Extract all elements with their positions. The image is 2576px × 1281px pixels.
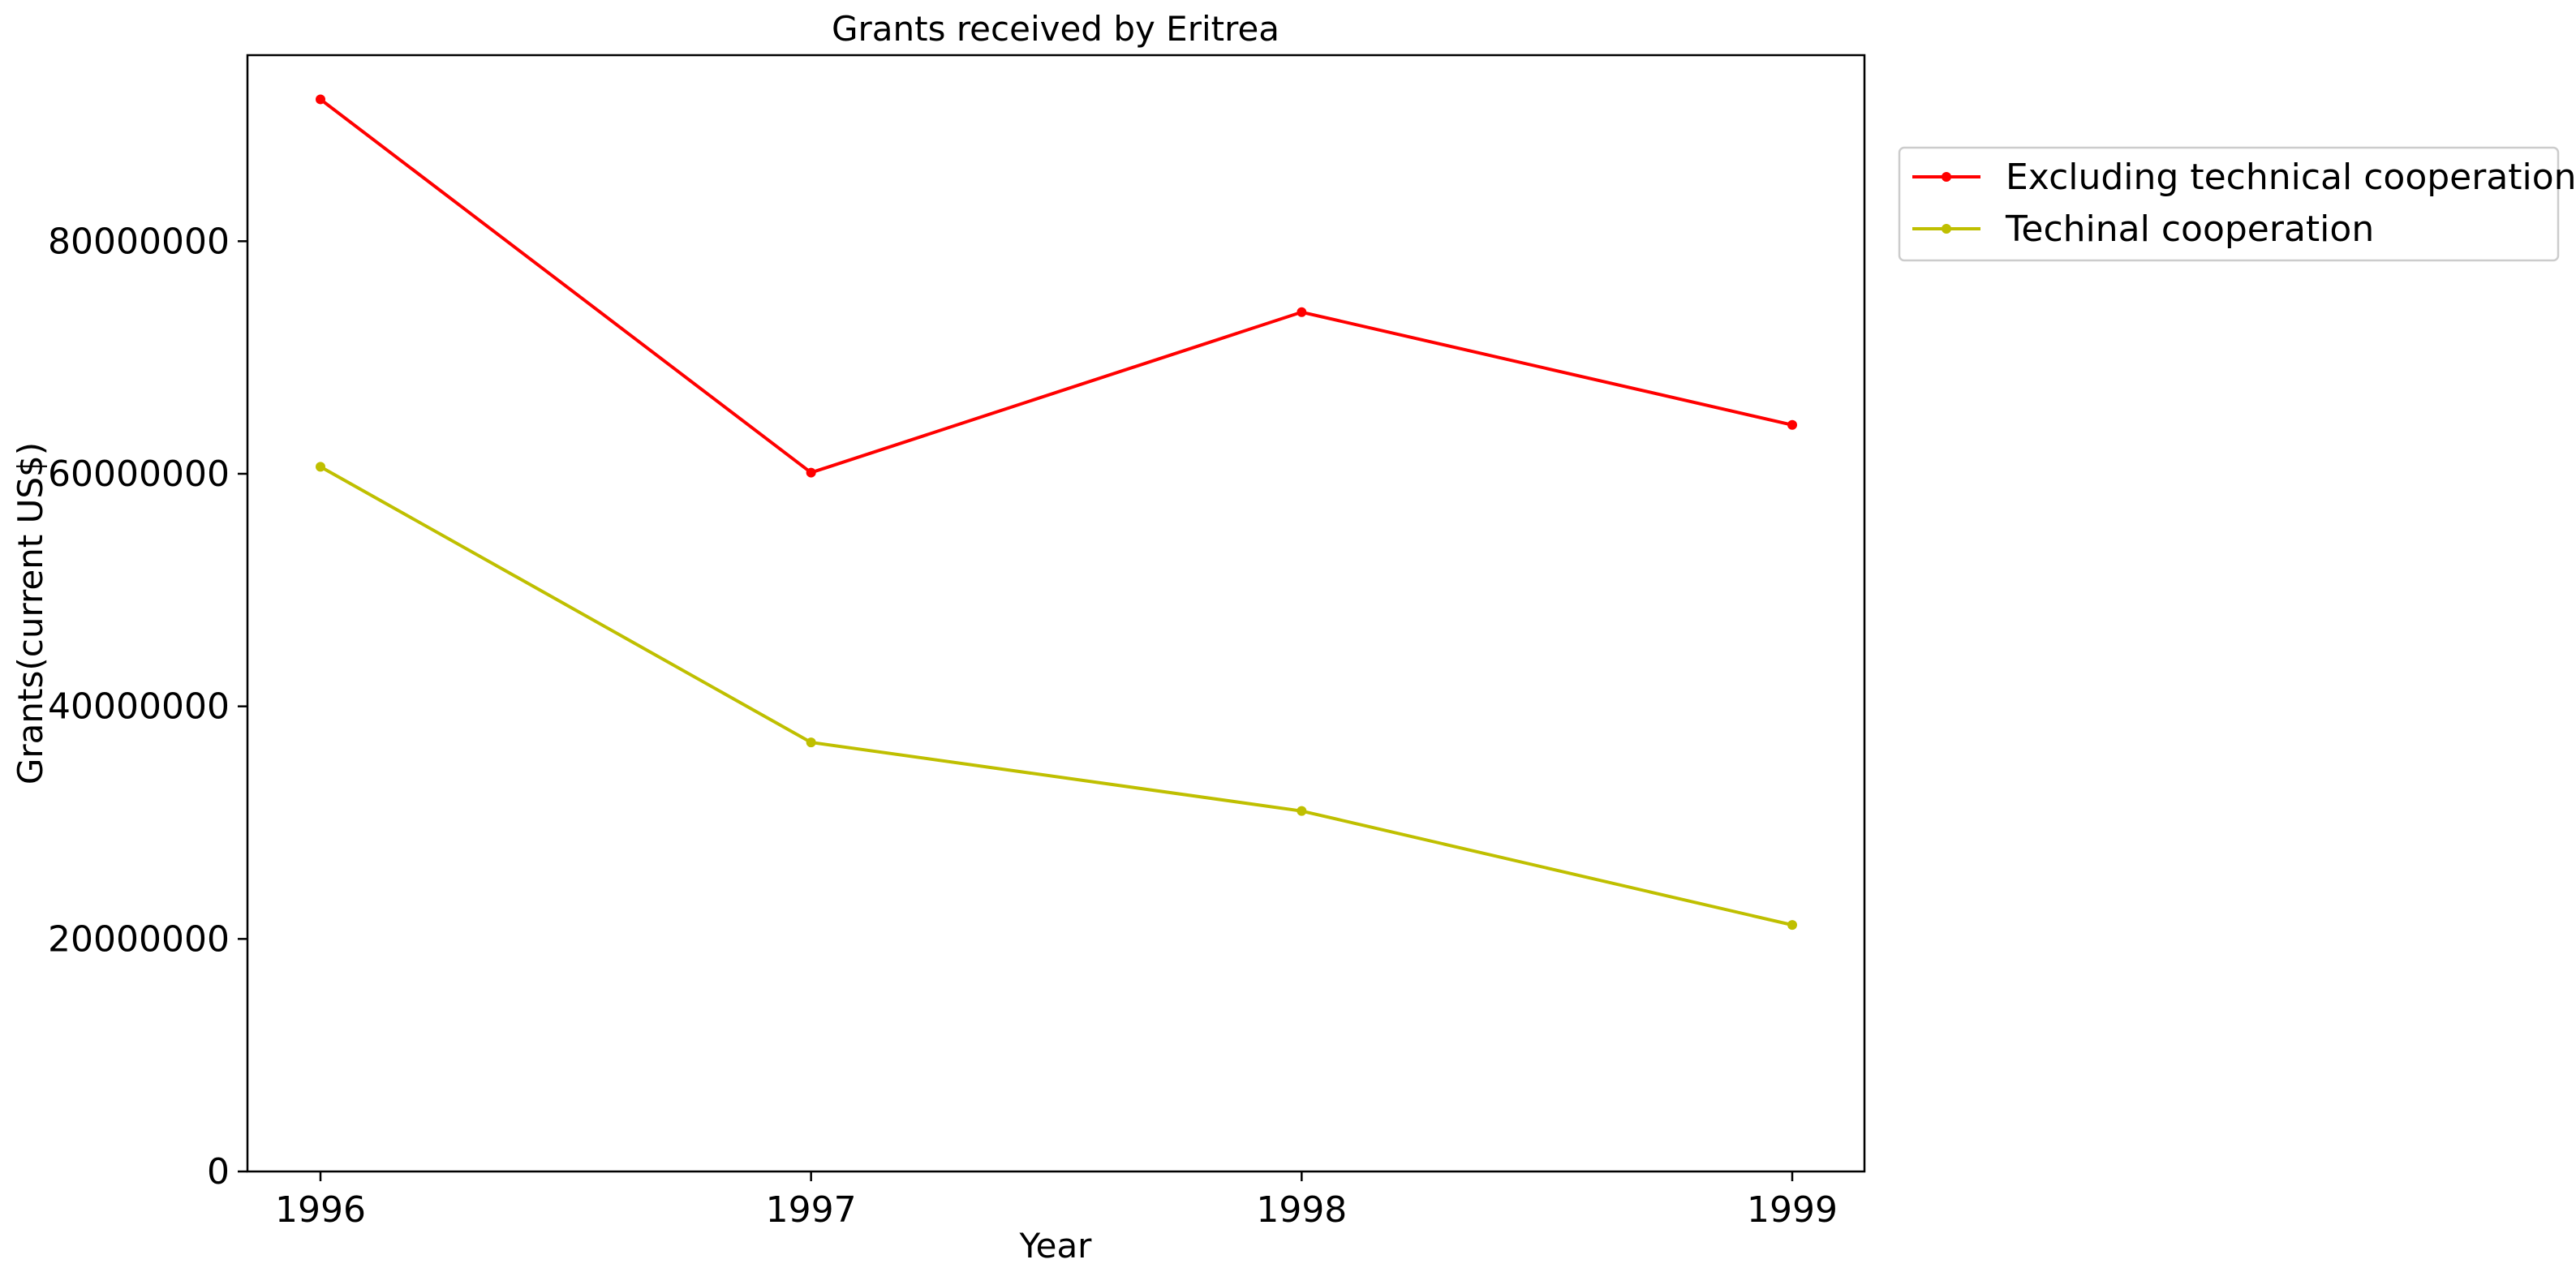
legend-item: Techinal cooperation	[1912, 208, 2374, 250]
legend-item: Excluding technical cooperation	[1912, 157, 2576, 198]
y-tick-label: 40000000	[48, 686, 230, 728]
series-group	[316, 94, 1797, 931]
x-tick-label: 1997	[766, 1189, 857, 1231]
data-point	[1787, 920, 1797, 931]
series-line	[320, 465, 1793, 927]
data-point	[1787, 419, 1797, 430]
data-point	[1297, 307, 1307, 317]
y-axis-ticks: 0 20000000 40000000 60000000 80000000	[48, 221, 247, 1193]
legend-label: Excluding technical cooperation	[2006, 157, 2576, 198]
plot-area	[246, 54, 1866, 1173]
data-point	[806, 737, 816, 748]
x-tick-label: 1998	[1256, 1189, 1347, 1231]
chart-title: Grants received by Eritrea	[832, 9, 1279, 49]
series-1	[316, 94, 1797, 478]
legend-marker	[1942, 172, 1951, 182]
series-line	[319, 97, 1793, 475]
axes-frame	[246, 54, 1866, 1173]
y-tick-label: 0	[207, 1151, 230, 1193]
x-axis-ticks: 1996 1997 1998 1999	[275, 1171, 1838, 1231]
data-point	[316, 94, 325, 105]
legend: Excluding technical cooperation Techinal …	[1898, 146, 2576, 262]
y-tick-label: 80000000	[48, 221, 230, 262]
legend-marker	[1942, 224, 1951, 234]
legend-label: Techinal cooperation	[2005, 208, 2374, 250]
data-point	[316, 462, 325, 472]
x-tick-label: 1999	[1747, 1189, 1838, 1231]
legend-box	[1898, 146, 2560, 262]
data-point	[806, 467, 816, 478]
x-axis-label: Year	[1019, 1226, 1093, 1266]
x-tick-label: 1996	[275, 1189, 366, 1231]
y-tick-label: 60000000	[48, 454, 230, 495]
y-axis-label: Grants(current US$)	[11, 442, 50, 785]
y-tick-label: 20000000	[48, 918, 230, 960]
series-2	[316, 462, 1797, 931]
data-point	[1297, 806, 1307, 816]
